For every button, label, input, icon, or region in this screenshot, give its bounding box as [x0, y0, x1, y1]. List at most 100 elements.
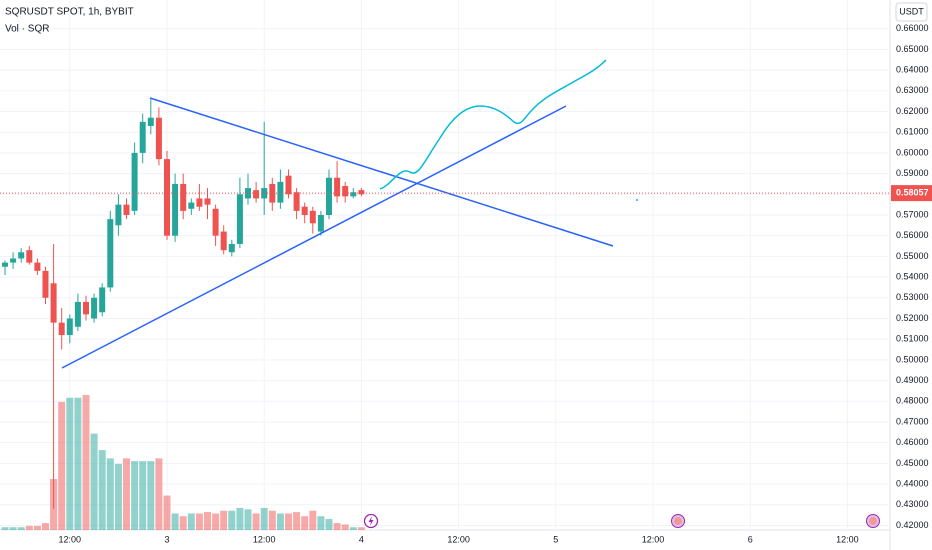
volume-bar	[187, 513, 195, 530]
volume-bar	[1, 527, 9, 530]
candle-body	[164, 159, 170, 236]
y-tick-label: 0.43000	[896, 499, 929, 509]
y-tick-label: 0.47000	[896, 416, 929, 426]
candle-body	[2, 262, 8, 267]
y-tick-label: 0.56000	[896, 230, 929, 240]
x-tick-label: 6	[748, 534, 753, 544]
y-tick-label: 0.49000	[896, 375, 929, 385]
volume-bar	[301, 516, 309, 530]
candle-body	[196, 198, 203, 207]
volume-bar	[260, 507, 268, 530]
y-tick-label: 0.59000	[896, 168, 929, 178]
candle-body	[245, 188, 251, 199]
volume-bar	[236, 507, 244, 530]
y-tick-label: 0.44000	[896, 478, 929, 488]
volume-bar	[98, 450, 106, 530]
candle-body	[34, 262, 41, 271]
volume-bar	[293, 512, 301, 530]
volume-bar	[195, 513, 203, 530]
volume-bar	[276, 513, 284, 530]
volume-bar	[42, 523, 49, 530]
candle-body	[350, 192, 357, 197]
candle-body	[74, 301, 81, 327]
candle-body	[91, 297, 98, 319]
y-tick-label: 0.62000	[896, 106, 929, 116]
y-tick-label: 0.45000	[896, 458, 929, 468]
volume-bar	[228, 510, 236, 530]
y-tick-label: 0.63000	[896, 85, 929, 95]
volume-bar	[244, 509, 252, 530]
flag	[674, 517, 682, 525]
volume-bar	[58, 401, 66, 530]
volume-bar	[309, 510, 317, 530]
x-tick-label: 5	[553, 534, 558, 544]
candle-body	[66, 318, 73, 336]
volume-bar	[25, 525, 33, 530]
candle-body	[115, 204, 122, 226]
candle-body	[139, 121, 146, 153]
volume-bar	[106, 458, 114, 530]
candle-body	[334, 177, 341, 197]
volume-bar	[139, 461, 147, 530]
trend-line	[149, 97, 614, 247]
volume-bar	[66, 397, 74, 530]
projection-path	[379, 59, 607, 190]
volume-bar	[212, 513, 220, 530]
candle-body	[293, 192, 300, 211]
candle-body	[277, 181, 284, 203]
subtitle: Vol · SQR	[5, 24, 49, 35]
unit-box[interactable]	[895, 2, 928, 22]
volume-bar	[114, 463, 122, 530]
candle-body	[236, 194, 243, 244]
volume-bar	[33, 525, 41, 530]
last-price-label: 0.58057	[896, 187, 929, 197]
volume-bar	[179, 516, 187, 530]
volume-bar	[147, 461, 155, 530]
y-tick-label: 0.46000	[896, 437, 929, 447]
y-tick-label: 0.51000	[896, 334, 929, 344]
candle-layer	[2, 99, 365, 509]
y-tick-label: 0.50000	[896, 354, 929, 364]
candle-body	[131, 152, 138, 211]
x-tick-label: 12:00	[642, 534, 665, 544]
axes: 0.42000 0.43000 0.44000 0.45000 0.46000 0.470…	[0, 23, 932, 544]
candle-body	[155, 117, 162, 160]
lightning	[368, 516, 374, 526]
candle-body	[42, 270, 49, 298]
candle-body	[204, 198, 211, 205]
candle-body	[107, 219, 114, 288]
candle-body	[26, 250, 33, 263]
drawings	[61, 59, 638, 369]
x-tick-label: 12:00	[59, 534, 82, 544]
candle-body	[212, 208, 219, 236]
candle-body	[342, 186, 349, 197]
last-price-box	[891, 185, 932, 202]
volume-bar	[325, 518, 333, 530]
volume-bar	[349, 527, 357, 530]
projection-dot	[636, 199, 638, 201]
candle-body	[18, 252, 25, 259]
y-tick-label: 0.48000	[896, 396, 929, 406]
candle-body	[172, 183, 179, 236]
volume-bar	[220, 510, 228, 530]
flag	[869, 517, 877, 525]
volume-bar	[171, 513, 179, 530]
candle-body	[269, 183, 276, 203]
candle-body	[253, 190, 260, 199]
candle-body	[58, 322, 65, 336]
candle-body	[228, 243, 235, 253]
candle-body	[10, 258, 17, 263]
candle-body	[99, 287, 106, 313]
x-tick-label: 4	[359, 534, 364, 544]
candle-body	[358, 190, 365, 195]
y-tick-label: 0.65000	[896, 44, 929, 54]
volume-bar	[341, 524, 349, 530]
volume-bar	[9, 527, 17, 530]
candle-body	[188, 202, 195, 209]
volume-bar	[252, 513, 260, 530]
y-tick-label: 0.55000	[896, 251, 929, 261]
volume-bar	[131, 461, 139, 530]
volume-bar	[333, 523, 341, 530]
